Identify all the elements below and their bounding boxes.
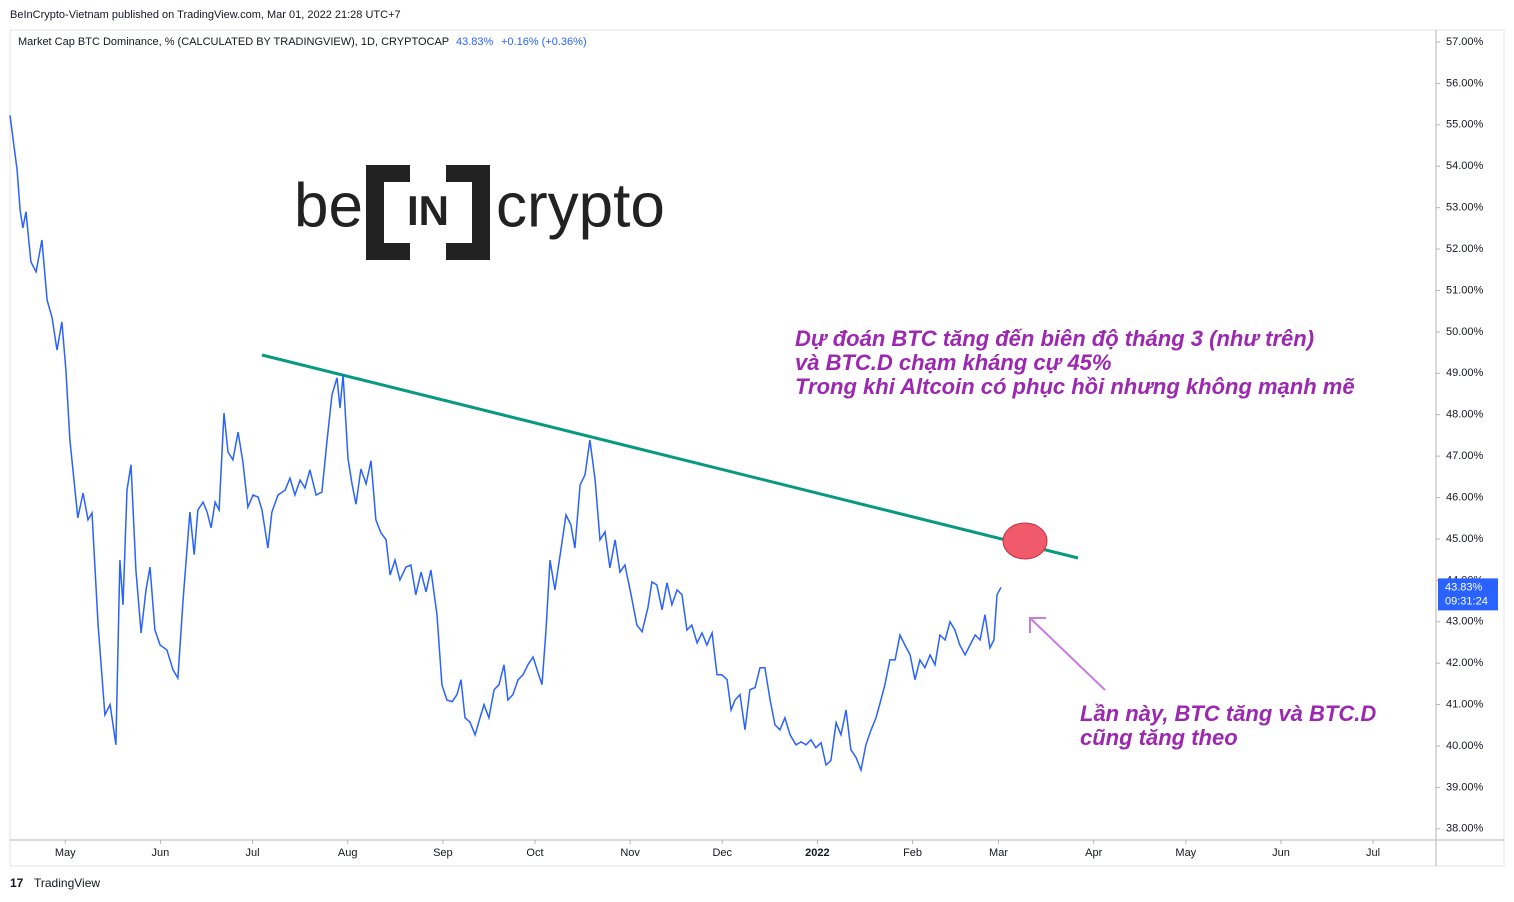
x-tick-label: Oct [526, 847, 543, 859]
legend-change: +0.16% (+0.36%) [501, 36, 587, 48]
x-tick-label: Jun [152, 847, 170, 859]
highlight-circle [1002, 522, 1048, 560]
footer-logo: 17 [10, 876, 24, 890]
y-tick-label: 47.00% [1446, 450, 1484, 462]
x-tick-label: Jun [1272, 847, 1290, 859]
y-tick-label: 54.00% [1446, 160, 1484, 172]
y-tick-label: 43.00% [1446, 616, 1484, 628]
y-tick-label: 48.00% [1446, 409, 1484, 421]
x-tick-label: 2022 [805, 847, 829, 859]
price-tag-label: 43.83% [1445, 581, 1483, 593]
arrow [1029, 617, 1106, 691]
annotation: cũng tăng theo [1080, 725, 1238, 750]
frame [9, 29, 1505, 867]
logo: be IN crypto [294, 165, 665, 260]
countdown: 09:31:24 [1445, 595, 1488, 607]
x-tick-label: Apr [1085, 847, 1102, 859]
legend-title: Market Cap BTC Dominance, % (CALCULATED … [18, 36, 449, 48]
price-line [9, 115, 1002, 773]
y-tick-label: 50.00% [1446, 326, 1484, 338]
logo-text: be [294, 171, 363, 240]
y-tick-label: 41.00% [1446, 698, 1484, 710]
price-tag [1438, 578, 1498, 611]
trend-line [261, 353, 1079, 560]
legend-value: 43.83% [456, 36, 494, 48]
logo-bracket [366, 165, 410, 260]
annotation: và BTC.D chạm kháng cự 45% [795, 350, 1111, 375]
x-tick-label: May [1175, 847, 1196, 859]
y-tick-label: 46.00% [1446, 491, 1484, 503]
x-tick-label: Feb [903, 847, 922, 859]
logo-text: IN [407, 187, 449, 234]
x-tick-label: May [55, 847, 76, 859]
y-tick-label: 51.00% [1446, 284, 1484, 296]
x-tick-label: Aug [338, 847, 358, 859]
y-tick-label: 45.00% [1446, 533, 1484, 545]
x-tick-label: Jul [1366, 847, 1380, 859]
header: BeInCrypto-Vietnam published on TradingV… [10, 9, 401, 21]
logo-text: crypto [496, 171, 665, 240]
y-tick-label: 38.00% [1446, 823, 1484, 835]
x-tick-label: Jul [245, 847, 259, 859]
annotation: Trong khi Altcoin có phục hồi nhưng khôn… [795, 374, 1355, 399]
x-tick-label: Dec [712, 847, 732, 859]
logo-bracket [446, 165, 490, 260]
footer: TradingView [34, 876, 100, 890]
x-tick-label: Mar [989, 847, 1008, 859]
y-tick-label: 57.00% [1446, 36, 1484, 48]
annotation: Dự đoán BTC tăng đến biên độ tháng 3 (nh… [795, 326, 1314, 351]
y-tick-label: 53.00% [1446, 202, 1484, 214]
y-tick-label: 52.00% [1446, 243, 1484, 255]
annotation: Lần này, BTC tăng và BTC.D [1080, 701, 1376, 726]
y-tick-label: 42.00% [1446, 657, 1484, 669]
y-tick-label: 39.00% [1446, 781, 1484, 793]
x-tick-label: Sep [433, 847, 453, 859]
y-tick-label: 40.00% [1446, 740, 1484, 752]
y-tick-label: 56.00% [1446, 77, 1484, 89]
x-tick-label: Nov [620, 847, 640, 859]
y-tick-label: 55.00% [1446, 119, 1484, 131]
y-tick-label: 49.00% [1446, 367, 1484, 379]
